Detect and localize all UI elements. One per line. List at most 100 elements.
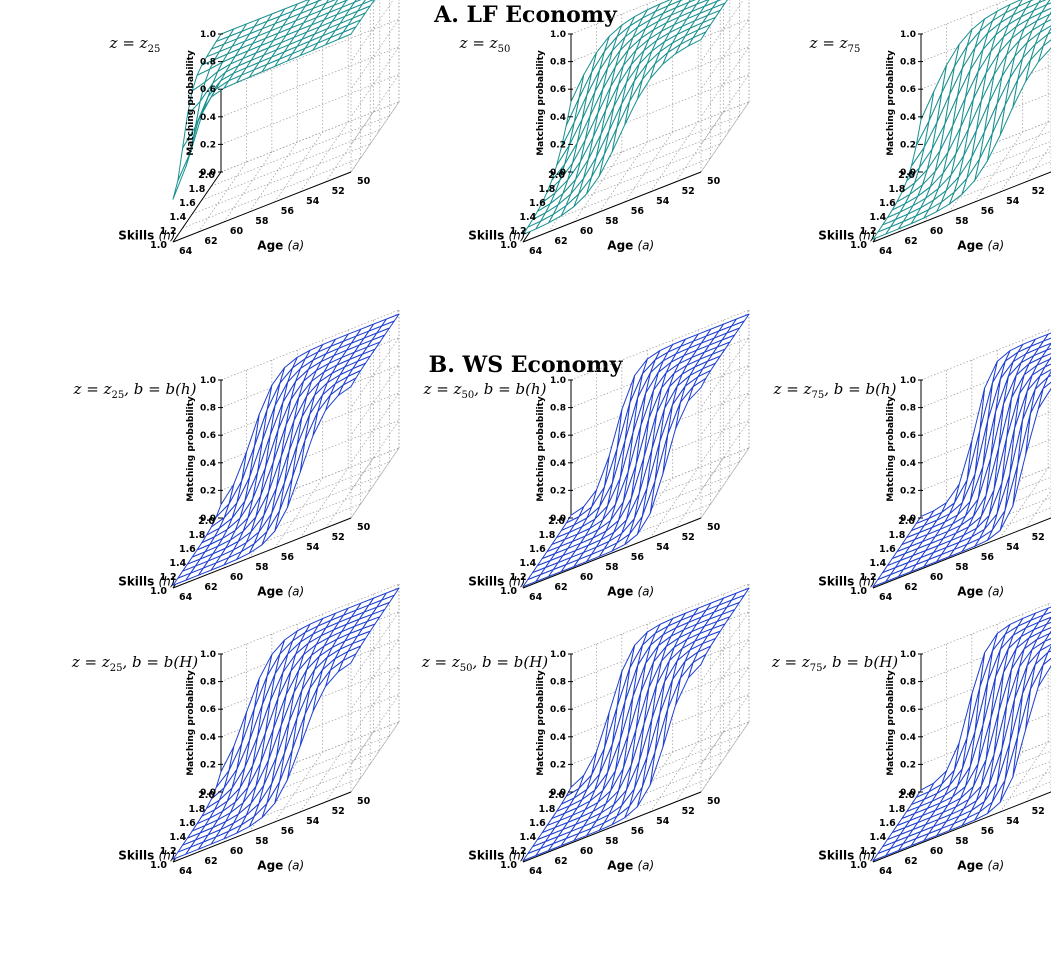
skills-tick-label: 1.6	[879, 544, 896, 555]
skills-tick-label: 1.6	[529, 818, 546, 829]
z-tick-label: 0.4	[550, 459, 566, 469]
skills-tick-label: 1.4	[869, 832, 886, 843]
age-tick-label: 58	[955, 836, 969, 847]
age-tick-label: 56	[631, 826, 645, 837]
age-label-symbol: (a)	[288, 585, 305, 599]
panel-title: z = z25, b = b(h)	[15, 380, 255, 401]
panel-title: z = z75, b = b(h)	[715, 380, 955, 401]
grid-line	[999, 467, 1049, 539]
skills-axis-label: Skills (h)	[818, 849, 875, 863]
grid-line	[299, 467, 349, 539]
grid-line	[325, 457, 374, 529]
z-tick-label: 0.4	[900, 459, 916, 469]
surface-cell	[872, 574, 892, 588]
skills-tick-label: 1.8	[889, 530, 906, 541]
grid-line	[624, 131, 674, 203]
z-tick-label: 0.0	[900, 168, 916, 178]
grid-line	[700, 447, 750, 519]
age-label-word: Age	[607, 585, 637, 599]
skills-tick-label: 2.0	[198, 790, 215, 801]
skills-axis-label: Skills (h)	[118, 849, 175, 863]
skills-tick-label: 1.0	[150, 586, 167, 597]
skills-label-word: Skills	[818, 849, 858, 863]
skills-label-symbol: (h)	[858, 575, 875, 589]
age-axis-label: Age (a)	[257, 585, 304, 599]
skills-tick-label: 1.8	[539, 530, 556, 541]
title-z: z = z	[773, 380, 812, 398]
age-tick-label: 54	[1006, 196, 1020, 207]
surface-panel: 0.0 0.2 0.4 0.6 0.8 1.0 1.0 1.2 1.4 1.6 1.8 2.0 64 62…	[818, 602, 1051, 877]
skills-label-symbol: (h)	[508, 575, 525, 589]
z-tick-label: 0.8	[200, 678, 216, 688]
skills-tick-label: 1.4	[169, 832, 186, 843]
z-tick-label: 0.8	[200, 404, 216, 414]
skills-tick-label: 1.2	[860, 846, 877, 857]
grid-line	[598, 141, 648, 213]
age-tick-label: 52	[682, 186, 695, 197]
panel-title: z = z25	[15, 34, 255, 55]
z-tick-label: 0.4	[550, 113, 566, 123]
z-axis-label: Matching probability	[536, 670, 546, 776]
skills-label-word: Skills	[818, 575, 858, 589]
age-label-symbol: (a)	[988, 239, 1005, 253]
surface-mesh	[172, 587, 400, 860]
z-tick-label: 1.0	[900, 376, 916, 386]
grid-line	[920, 0, 1051, 35]
z-tick-label: 0.2	[900, 140, 916, 150]
age-tick-label: 56	[981, 206, 995, 217]
skills-axis	[172, 171, 222, 243]
skills-tick-label: 1.2	[860, 226, 877, 237]
age-tick-label: 56	[631, 206, 645, 217]
age-tick-label: 52	[682, 532, 695, 543]
z-tick-label: 0.4	[900, 733, 916, 743]
z-axis-label: Matching probability	[886, 670, 896, 776]
age-tick-label: 64	[179, 246, 193, 257]
grid-line	[220, 46, 400, 118]
title-b: , b = b(H)	[472, 653, 549, 671]
z-tick-label: 0.8	[900, 404, 916, 414]
skills-tick-label: 1.4	[869, 558, 886, 569]
grid-line	[675, 731, 724, 803]
skills-axis-label: Skills (h)	[818, 229, 875, 243]
age-tick-label: 54	[656, 542, 670, 553]
age-tick-label: 54	[306, 196, 320, 207]
skills-tick-label: 2.0	[198, 516, 215, 527]
surface-cell	[872, 848, 892, 862]
age-tick-label: 60	[930, 226, 944, 237]
age-label-word: Age	[957, 239, 987, 253]
z-tick-label: 0.6	[550, 431, 566, 441]
grid-line	[570, 336, 750, 408]
age-tick-label: 56	[981, 552, 995, 563]
title-z-subscript: 50	[459, 663, 473, 674]
z-tick-label: 0.8	[550, 678, 566, 688]
skills-label-symbol: (h)	[508, 849, 525, 863]
z-tick-label: 1.0	[900, 650, 916, 660]
grid-line	[1025, 764, 1051, 803]
grid-line	[220, 583, 400, 655]
age-tick-label: 54	[656, 196, 670, 207]
grid-line	[570, 309, 750, 381]
skills-tick-label: 1.4	[169, 558, 186, 569]
skills-label-symbol: (h)	[158, 849, 175, 863]
panel-title: z = z50	[365, 34, 605, 55]
skills-label-symbol: (h)	[158, 229, 175, 243]
age-tick-label: 58	[255, 836, 269, 847]
title-z: z = z	[459, 34, 498, 52]
z-axis-label: Matching probability	[186, 396, 196, 502]
age-axis-label: Age (a)	[957, 859, 1004, 873]
skills-tick-label: 1.6	[179, 818, 196, 829]
age-axis-label: Age (a)	[957, 239, 1004, 253]
grid-line	[350, 447, 400, 519]
grid-line	[182, 157, 361, 229]
skills-axis-label: Skills (h)	[818, 575, 875, 589]
title-z: z = z	[71, 653, 110, 671]
title-b: , b = b(h)	[124, 380, 197, 398]
skills-label-word: Skills	[818, 229, 858, 243]
panel-title: z = z25, b = b(H)	[15, 653, 255, 674]
title-b: , b = b(h)	[824, 380, 897, 398]
grid-line	[999, 741, 1049, 813]
surface-cell	[172, 151, 192, 200]
age-tick-label: 50	[707, 522, 721, 533]
z-tick-label: 0.2	[550, 486, 566, 496]
age-axis-label: Age (a)	[607, 239, 654, 253]
